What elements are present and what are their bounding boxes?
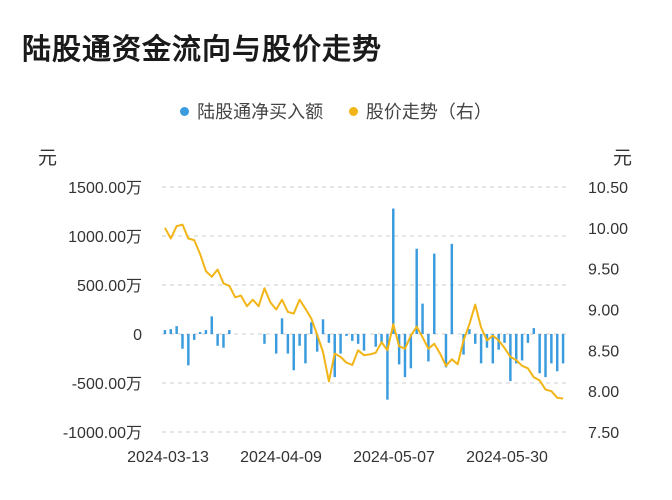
net-buy-bar [374, 334, 377, 347]
net-buy-bar [175, 326, 178, 334]
x-axis-tick-label: 2024-05-30 [466, 449, 548, 466]
x-axis-tick-label: 2024-04-09 [240, 449, 322, 466]
net-buy-bar [298, 334, 301, 346]
net-buy-bar [421, 303, 424, 334]
left-axis-tick-label: 500.00万 [77, 278, 142, 295]
net-buy-bar [210, 316, 213, 334]
legend-line-label: 股价走势（右） [365, 102, 492, 123]
net-buy-bar [392, 208, 395, 334]
left-axis-tick-label: 1500.00万 [68, 180, 142, 197]
legend-item-line[interactable]: 股价走势（右） [348, 98, 492, 124]
net-buy-bar [163, 330, 167, 334]
net-buy-bar [468, 329, 471, 334]
right-axis-tick-label: 9.50 [588, 262, 619, 279]
legend-item-bars[interactable]: 陆股通净买入额 [180, 98, 323, 124]
net-buy-bar [515, 334, 518, 364]
net-buy-bar [315, 334, 319, 352]
left-axis-tick-label: 0 [133, 327, 142, 344]
net-buy-bar [216, 334, 219, 346]
net-buy-bar [274, 334, 278, 354]
net-buy-bar [380, 334, 383, 343]
right-axis-unit: 元 [613, 147, 633, 169]
net-buy-bar [474, 334, 477, 344]
net-buy-bar [263, 334, 266, 344]
net-buy-bar [356, 334, 360, 344]
net-buy-bar [327, 334, 331, 343]
net-buy-bar [503, 334, 506, 343]
net-buy-bar [345, 334, 348, 336]
right-axis-tick-label: 8.50 [588, 343, 619, 360]
net-buy-bar [192, 334, 196, 340]
net-buy-bar [409, 334, 413, 369]
net-buy-bar [292, 334, 295, 371]
net-buy-bar [450, 243, 454, 334]
legend-line-marker [348, 106, 358, 116]
net-buy-bar [444, 334, 448, 368]
net-buy-bar [520, 334, 524, 361]
net-buy-bar [479, 334, 483, 364]
net-buy-bar [561, 334, 565, 364]
right-axis-tick-label: 7.50 [588, 425, 619, 442]
left-axis-tick-label: -1000.00万 [63, 425, 142, 442]
net-buy-bar [555, 334, 559, 372]
price-line [164, 223, 564, 400]
net-buy-bar [403, 334, 407, 378]
net-buy-bar [544, 334, 547, 378]
net-buy-bar [491, 334, 495, 364]
net-buy-bar [339, 334, 342, 354]
net-buy-bar [362, 334, 366, 351]
right-axis-tick-label: 9.00 [588, 303, 619, 320]
net-buy-bar [321, 319, 325, 334]
net-buy-bar [204, 330, 208, 334]
net-buy-bar [538, 334, 541, 374]
net-buy-bar [433, 253, 436, 334]
chart-title: 陆股通资金流向与股价走势 [22, 32, 383, 66]
net-buy-bar [286, 334, 290, 354]
net-buy-bar [310, 322, 313, 334]
net-buy-bar [187, 334, 190, 366]
right-axis-tick-label: 8.00 [588, 384, 619, 401]
net-buy-bar [526, 334, 530, 343]
net-buy-bar [198, 332, 202, 334]
legend-bar-label: 陆股通净买入额 [197, 102, 324, 123]
net-buy-bar [222, 334, 225, 348]
net-buy-bar [386, 334, 389, 400]
net-buy-bar [169, 329, 173, 334]
right-axis-tick-label: 10.00 [588, 221, 628, 238]
legend: 陆股通净买入额 股价走势（右） [0, 98, 672, 124]
net-buy-bar [397, 334, 401, 365]
left-axis-unit: 元 [38, 147, 58, 169]
net-buy-bar [415, 248, 418, 334]
left-axis-tick-label: -500.00万 [72, 376, 142, 393]
right-axis-tick-label: 10.50 [588, 180, 628, 197]
net-buy-bar [550, 334, 553, 364]
left-axis-tick-label: 1000.00万 [68, 229, 142, 246]
x-axis-tick-label: 2024-03-13 [127, 449, 209, 466]
net-buy-bar [181, 334, 184, 349]
net-buy-bar [304, 334, 307, 364]
legend-bar-marker [180, 106, 190, 116]
net-buy-bar [228, 330, 231, 334]
x-axis-tick-label: 2024-05-07 [353, 449, 435, 466]
net-buy-bar [351, 334, 354, 341]
net-buy-bar [280, 318, 284, 334]
net-buy-bar [532, 328, 536, 334]
